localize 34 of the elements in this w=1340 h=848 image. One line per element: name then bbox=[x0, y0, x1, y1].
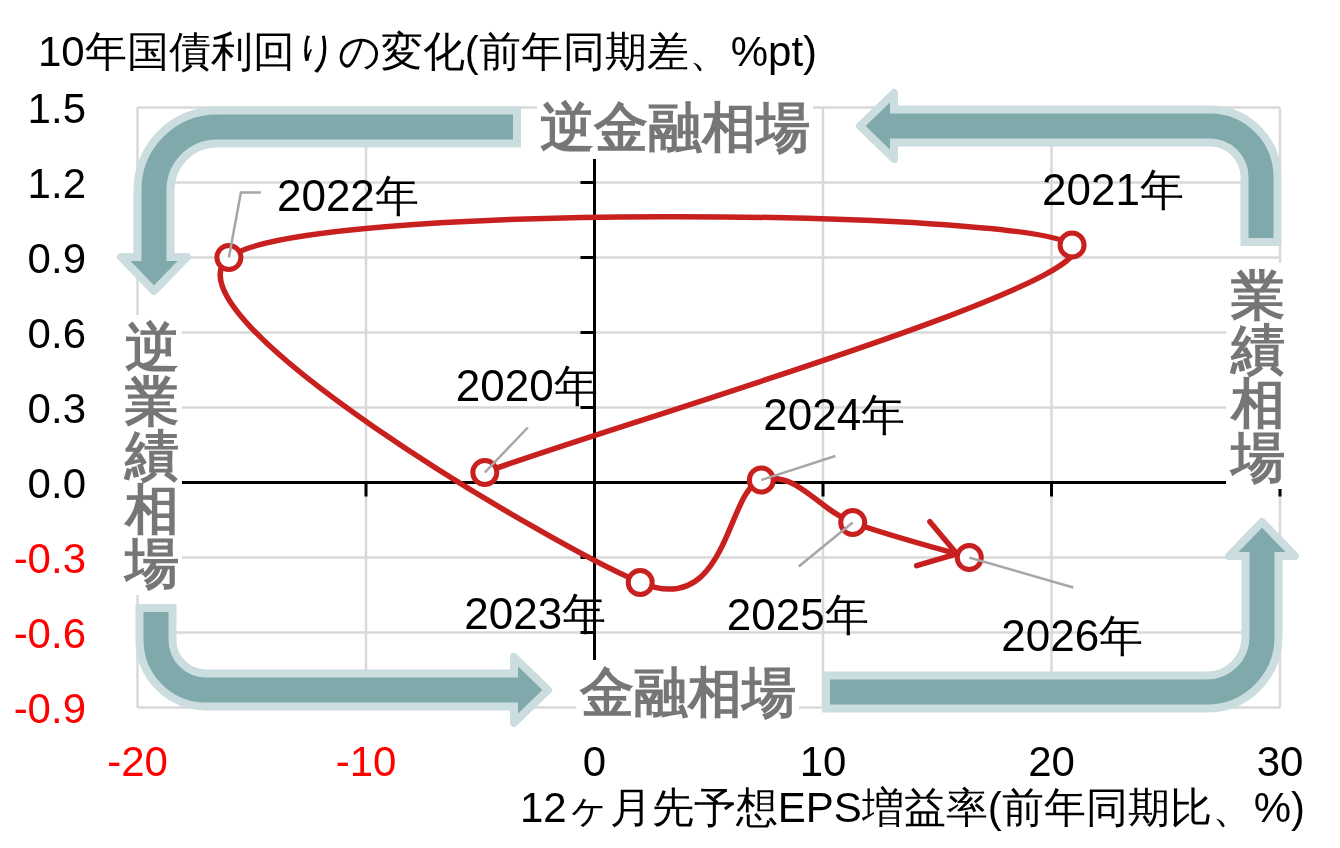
point bbox=[1057, 230, 1087, 260]
y-tick-label: 1.2 bbox=[27, 159, 86, 207]
point bbox=[625, 568, 655, 597]
y-tick-label: 1.5 bbox=[27, 84, 86, 132]
annotation: 業績相場 bbox=[1229, 265, 1285, 487]
annotation: 金融相場 bbox=[579, 662, 796, 722]
y-tick-label: -0.6 bbox=[13, 609, 86, 657]
y-tick-label: 0.0 bbox=[27, 459, 86, 507]
annotation: 2021年 bbox=[1042, 165, 1185, 214]
annotation: 逆業績相場 bbox=[123, 317, 179, 593]
x-tick-label: 0 bbox=[582, 738, 607, 785]
x-tick-label: 20 bbox=[1028, 738, 1075, 785]
x-tick-label: -20 bbox=[107, 738, 168, 785]
y-tick-label: 0.3 bbox=[27, 384, 86, 432]
x-tick-label: -10 bbox=[335, 738, 397, 785]
point bbox=[214, 243, 244, 272]
y-axis-title: 10年国債利回りの変化(前年同期差、%pt) bbox=[38, 28, 818, 75]
x-axis-title: 12ヶ月先予想EPS増益率(前年同期比、%) bbox=[519, 784, 1305, 831]
y-tick-label: -0.3 bbox=[13, 534, 86, 582]
annotation: 2025年 bbox=[726, 589, 869, 639]
annotation: 2024年 bbox=[763, 390, 906, 439]
point bbox=[838, 508, 868, 537]
point bbox=[470, 458, 500, 487]
annotation: 2022年 bbox=[276, 170, 419, 220]
y-tick-label: 0.9 bbox=[27, 234, 86, 282]
annotation: 2020年 bbox=[455, 360, 598, 410]
point bbox=[746, 465, 776, 495]
y-tick-label: -0.9 bbox=[13, 684, 86, 732]
x-tick-label: 30 bbox=[1256, 738, 1304, 785]
x-tick-label: 10 bbox=[799, 738, 847, 785]
annotation: 2026年 bbox=[1001, 610, 1144, 660]
annotation: 逆金融相場 bbox=[540, 97, 810, 157]
point bbox=[954, 543, 984, 572]
y-tick-label: 0.6 bbox=[27, 309, 86, 357]
